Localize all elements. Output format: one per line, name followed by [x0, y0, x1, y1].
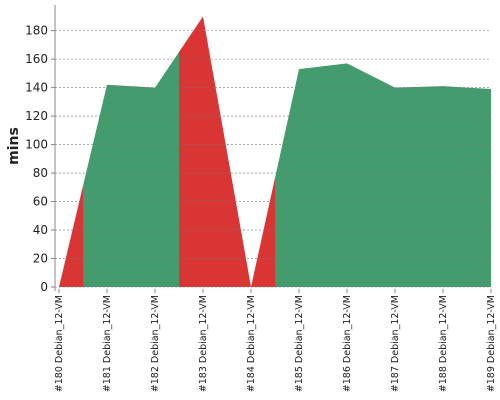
area-segment: [83, 84, 131, 288]
y-tick-label: 0: [40, 280, 48, 294]
x-tick-label: #186 Debian_12-VM: [342, 295, 353, 392]
area-segment: [179, 16, 227, 287]
area-segment: [371, 75, 419, 287]
area-segment: [131, 52, 179, 287]
y-tick-label: 40: [33, 223, 48, 237]
x-tick-label: #189 Debian_12-VM: [486, 295, 497, 392]
y-tick-label: 60: [33, 195, 48, 209]
x-tick-label: #185 Debian_12-VM: [294, 295, 305, 392]
area-segment: [419, 86, 467, 287]
area-segment: [227, 151, 275, 287]
area-segment: [467, 87, 491, 287]
x-tick-label: #184 Debian_12-VM: [246, 295, 257, 392]
y-tick-label: 20: [33, 252, 48, 266]
x-tick-label: #181 Debian_12-VM: [102, 295, 113, 392]
y-tick-label: 100: [25, 138, 48, 152]
x-tick-label: #183 Debian_12-VM: [198, 295, 209, 392]
area-segment: [323, 63, 371, 288]
y-tick-label: 120: [25, 109, 48, 123]
area-segment: [275, 66, 323, 287]
y-tick-label: 180: [25, 24, 48, 38]
x-tick-label: #187 Debian_12-VM: [390, 295, 401, 392]
x-tick-label: #180 Debian_12-VM: [54, 295, 65, 392]
area-segment: [59, 185, 83, 287]
x-tick-label: #188 Debian_12-VM: [438, 295, 449, 392]
y-axis-label: mins: [6, 127, 22, 165]
y-tick-label: 80: [33, 166, 48, 180]
y-tick-label: 160: [25, 52, 48, 66]
x-tick-label: #182 Debian_12-VM: [150, 295, 161, 392]
y-tick-label: 140: [25, 81, 48, 95]
